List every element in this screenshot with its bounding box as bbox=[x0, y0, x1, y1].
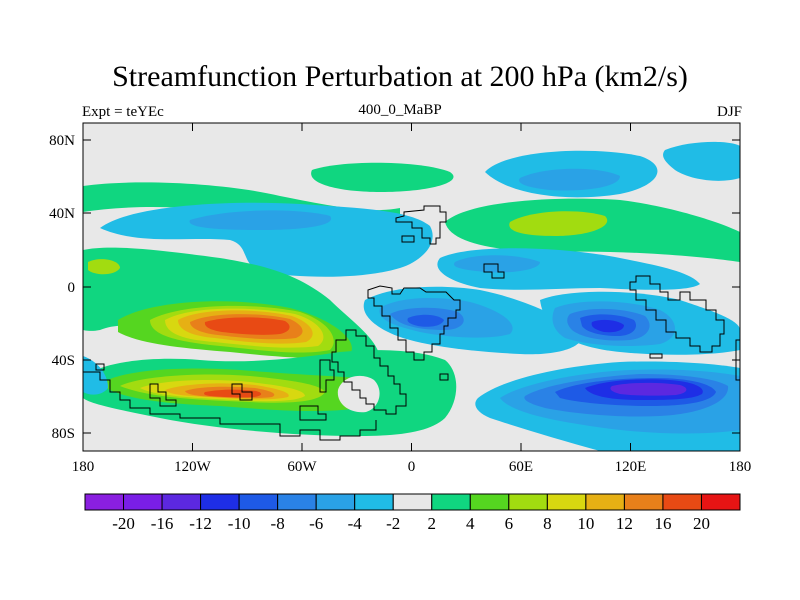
colorbar-swatch bbox=[623, 493, 664, 511]
lon-label-0: 0 bbox=[408, 459, 416, 475]
colorbar-swatch bbox=[392, 493, 433, 511]
colorbar-swatch bbox=[84, 493, 125, 511]
colorbar-swatch bbox=[315, 493, 356, 511]
contour-positive-small bbox=[88, 259, 120, 275]
colorbar-label: 6 bbox=[505, 514, 514, 533]
colorbar-swatch bbox=[161, 493, 202, 511]
lat-label-80n: 80N bbox=[49, 133, 75, 149]
experiment-label: Expt = teYEc bbox=[82, 104, 164, 120]
colorbar-label: -4 bbox=[348, 514, 363, 533]
contour-negative-safrica-4 bbox=[407, 314, 444, 327]
contour-negative-north-2 bbox=[189, 210, 332, 230]
map-panel bbox=[83, 123, 740, 451]
contour-neutral-hole bbox=[337, 375, 380, 413]
colorbar-label: -16 bbox=[151, 514, 174, 533]
colorbar-label: 20 bbox=[693, 514, 710, 533]
colorbar-swatch bbox=[277, 493, 317, 511]
contour-negative-north-4 bbox=[519, 168, 620, 191]
contour-negative-north-5 bbox=[663, 141, 740, 181]
period-label: 400_0_MaBP bbox=[358, 102, 442, 118]
colorbar-label: -10 bbox=[228, 514, 251, 533]
plot-title: Streamfunction Perturbation at 200 hPa (… bbox=[112, 60, 688, 93]
colorbar-swatch bbox=[546, 493, 587, 511]
lon-label-60w: 60W bbox=[287, 459, 317, 475]
contour-negative-australia-5 bbox=[591, 319, 624, 333]
colorbar: -20 -16 -12 -10 -8 -6 -4 -2 2 4 6 8 10 12 16 20 bbox=[84, 493, 741, 533]
colorbar-swatch bbox=[469, 493, 510, 511]
colorbar-swatch bbox=[238, 493, 279, 511]
contour-negative-north-1 bbox=[100, 202, 433, 277]
colorbar-label: -20 bbox=[112, 514, 135, 533]
colorbar-swatch bbox=[200, 493, 240, 511]
colorbar-label: 4 bbox=[466, 514, 475, 533]
lat-label-80s: 80S bbox=[52, 426, 75, 442]
lon-label-180w: 180 bbox=[72, 459, 95, 475]
colorbar-swatch bbox=[662, 493, 702, 511]
coastlines bbox=[83, 205, 740, 441]
colorbar-swatch bbox=[431, 493, 471, 511]
contour-yellowgreen-north bbox=[509, 211, 608, 236]
colorbar-swatch bbox=[700, 493, 741, 511]
lon-label-120e: 120E bbox=[615, 459, 647, 475]
colorbar-label: 10 bbox=[577, 514, 594, 533]
colorbar-label: 8 bbox=[543, 514, 552, 533]
lon-label-180e: 180 bbox=[729, 459, 752, 475]
lat-label-40n: 40N bbox=[49, 206, 75, 222]
contour-positive-north-2 bbox=[311, 162, 454, 192]
lat-label-0: 0 bbox=[68, 280, 76, 296]
colorbar-label: 2 bbox=[428, 514, 437, 533]
contour-redorange-west bbox=[204, 317, 290, 335]
colorbar-label: -6 bbox=[309, 514, 323, 533]
contour-negative-sw bbox=[83, 356, 108, 395]
colorbar-label: 16 bbox=[654, 514, 671, 533]
colorbar-label: -8 bbox=[271, 514, 285, 533]
colorbar-label: 12 bbox=[616, 514, 633, 533]
colorbar-swatch bbox=[354, 493, 394, 511]
colorbar-swatch bbox=[585, 493, 625, 511]
colorbar-swatch bbox=[508, 493, 548, 511]
lon-label-120w: 120W bbox=[174, 459, 212, 475]
season-label: DJF bbox=[716, 104, 742, 120]
contour-negative-southern-ocean-6 bbox=[610, 382, 687, 396]
colorbar-label: -2 bbox=[386, 514, 400, 533]
lat-axis bbox=[83, 139, 740, 434]
lon-axis bbox=[82, 123, 741, 451]
colorbar-swatch bbox=[123, 493, 163, 511]
lat-label-40s: 40S bbox=[52, 353, 75, 369]
colorbar-label: -12 bbox=[189, 514, 212, 533]
lon-label-60e: 60E bbox=[509, 459, 533, 475]
